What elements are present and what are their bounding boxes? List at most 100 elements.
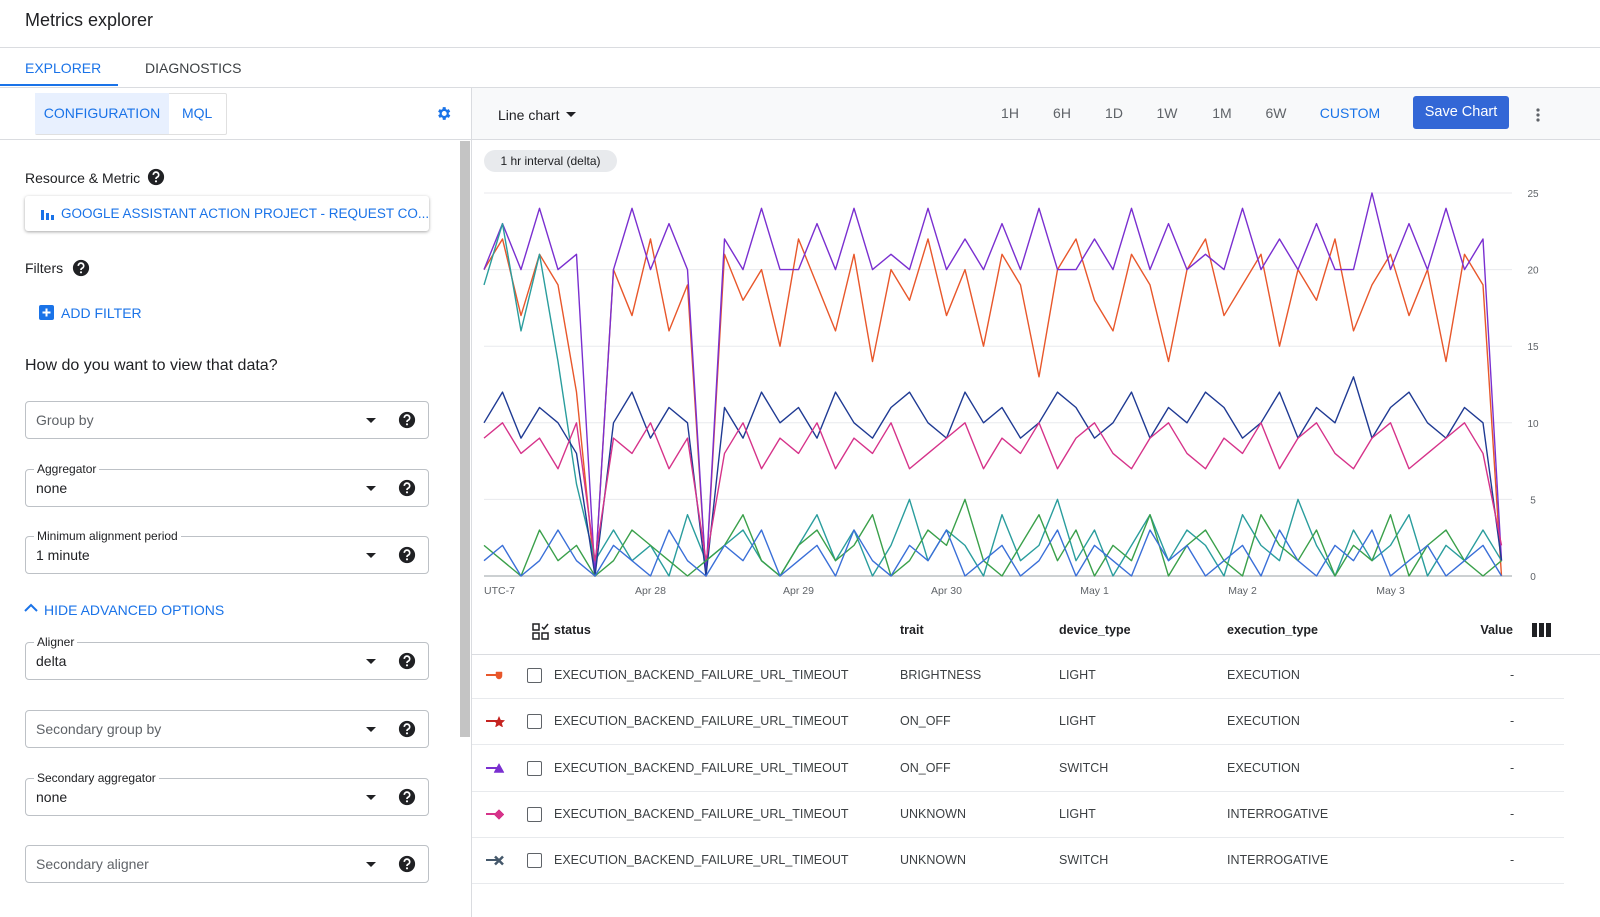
mode-tab[interactable]: CONFIGURATION: [35, 93, 169, 134]
column-header[interactable]: trait: [900, 623, 924, 637]
dropdown-arrow: [366, 486, 376, 491]
series-line: [484, 193, 1502, 576]
advanced-toggle[interactable]: HIDE ADVANCED OPTIONS: [44, 602, 224, 618]
table-cell: EXECUTION: [1227, 761, 1300, 775]
table-cell: EXECUTION_BACKEND_FAILURE_URL_TIMEOUT: [554, 668, 849, 682]
table-cell: -: [1510, 853, 1514, 867]
placeholder: Secondary aligner: [36, 856, 149, 872]
placeholder: Group by: [36, 412, 94, 428]
y-tick-label: 0: [1530, 572, 1536, 583]
scrollbar[interactable]: [460, 141, 470, 737]
dropdown-arrow: [566, 112, 576, 117]
row-checkbox[interactable]: [527, 807, 542, 822]
table-cell: ON_OFF: [900, 714, 951, 728]
series-line: [484, 239, 1502, 576]
help-icon[interactable]: [398, 855, 416, 873]
range-button[interactable]: 6W: [1266, 105, 1287, 121]
help-icon[interactable]: [398, 546, 416, 564]
help-icon[interactable]: [147, 168, 165, 186]
chevron-up: [24, 603, 38, 613]
table-cell: LIGHT: [1059, 668, 1096, 682]
dropdown-arrow: [366, 727, 376, 732]
section-heading: How do you want to view that data?: [25, 357, 278, 375]
chart: 0510152025UTC-7Apr 28Apr 29Apr 30May 1Ma…: [472, 140, 1600, 605]
field-value: none: [36, 480, 67, 496]
mode-tab[interactable]: MQL: [182, 93, 212, 134]
dropdown-arrow: [366, 659, 376, 664]
row-checkbox[interactable]: [527, 853, 542, 868]
app-title: Metrics explorer: [25, 10, 153, 31]
range-button[interactable]: 1W: [1157, 105, 1178, 121]
table-cell: ON_OFF: [900, 761, 951, 775]
help-icon[interactable]: [398, 788, 416, 806]
dropdown-arrow: [366, 862, 376, 867]
table-cell: EXECUTION_BACKEND_FAILURE_URL_TIMEOUT: [554, 853, 849, 867]
x-tick-label: UTC-7: [484, 585, 515, 597]
x-tick-label: May 2: [1228, 585, 1257, 597]
help-icon[interactable]: [398, 652, 416, 670]
y-tick-label: 20: [1527, 266, 1539, 277]
table-cell: -: [1510, 714, 1514, 728]
range-button[interactable]: 6H: [1053, 105, 1071, 121]
more-menu[interactable]: [1535, 107, 1541, 123]
help-icon[interactable]: [398, 411, 416, 429]
range-button[interactable]: 1M: [1212, 105, 1231, 121]
save-button[interactable]: Save Chart: [1413, 96, 1509, 129]
divider: [472, 744, 1564, 745]
field-value: none: [36, 789, 67, 805]
table-cell: UNKNOWN: [900, 807, 966, 821]
table-cell: EXECUTION: [1227, 668, 1300, 682]
y-tick-label: 5: [1530, 495, 1536, 506]
series-marker: [486, 669, 512, 681]
section-label: Filters: [25, 260, 63, 276]
dropdown-arrow: [366, 795, 376, 800]
range-button[interactable]: 1D: [1105, 105, 1123, 121]
help-icon[interactable]: [398, 479, 416, 497]
table-cell: -: [1510, 761, 1514, 775]
metric-icon: [40, 207, 55, 220]
y-tick-label: 25: [1527, 189, 1539, 200]
column-header[interactable]: device_type: [1059, 623, 1131, 637]
tab[interactable]: EXPLORER: [25, 60, 101, 76]
series-marker: [486, 762, 512, 774]
help-icon[interactable]: [398, 720, 416, 738]
row-checkbox[interactable]: [527, 714, 542, 729]
table-cell: EXECUTION: [1227, 714, 1300, 728]
help-icon[interactable]: [72, 259, 90, 277]
row-checkbox[interactable]: [527, 761, 542, 776]
columns-select-icon[interactable]: [532, 623, 549, 640]
field-value: 1 minute: [36, 547, 90, 563]
tab[interactable]: DIAGNOSTICS: [145, 60, 241, 76]
series-marker: [486, 808, 512, 820]
divider: [472, 837, 1564, 838]
field-label: Aligner: [34, 635, 77, 649]
row-checkbox[interactable]: [527, 668, 542, 683]
metric-name[interactable]: GOOGLE ASSISTANT ACTION PROJECT - REQUES…: [61, 206, 429, 221]
x-tick-label: May 3: [1376, 585, 1405, 597]
field-value: delta: [36, 653, 66, 669]
x-tick-label: Apr 28: [635, 585, 666, 597]
column-header[interactable]: status: [554, 623, 591, 637]
range-button[interactable]: 1H: [1001, 105, 1019, 121]
chart-type[interactable]: Line chart: [498, 107, 559, 123]
range-button[interactable]: CUSTOM: [1320, 105, 1380, 121]
table-cell: BRIGHTNESS: [900, 668, 981, 682]
add-filter[interactable]: ADD FILTER: [61, 305, 142, 321]
table-cell: EXECUTION_BACKEND_FAILURE_URL_TIMEOUT: [554, 807, 849, 821]
settings-icon[interactable]: [435, 105, 452, 122]
table-cell: INTERROGATIVE: [1227, 807, 1328, 821]
table-cell: SWITCH: [1059, 853, 1108, 867]
table-cell: SWITCH: [1059, 761, 1108, 775]
divider: [0, 47, 1600, 48]
divider: [472, 791, 1564, 792]
table-cell: UNKNOWN: [900, 853, 966, 867]
divider: [472, 654, 1600, 655]
field-label: Aggregator: [34, 462, 99, 476]
column-toggle-icon[interactable]: [1532, 623, 1551, 637]
table-cell: LIGHT: [1059, 714, 1096, 728]
column-header[interactable]: execution_type: [1227, 623, 1318, 637]
column-header[interactable]: Value: [1480, 623, 1513, 637]
table-cell: -: [1510, 668, 1514, 682]
dropdown-arrow: [366, 553, 376, 558]
